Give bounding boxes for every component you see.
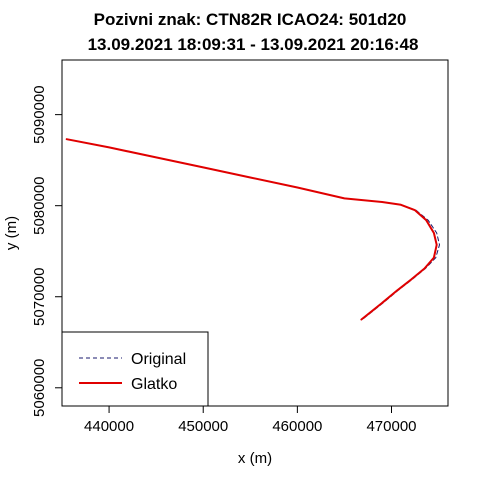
x-tick-label: 440000	[84, 418, 134, 435]
x-axis: 440000 450000 460000 470000	[84, 406, 417, 435]
legend-box	[61, 331, 209, 407]
legend-label-glatko: Glatko	[131, 376, 177, 393]
series-layer	[65, 138, 440, 321]
chart-title-line2: 13.09.2021 18:09:31 - 13.09.2021 20:16:4…	[88, 35, 419, 54]
series-line-glatko	[65, 138, 438, 321]
y-tick-label: 5060000	[31, 359, 48, 417]
x-axis-label: x (m)	[238, 450, 272, 467]
legend: Original Glatko	[61, 331, 209, 407]
series-line-original	[66, 138, 440, 320]
x-tick-label: 460000	[272, 418, 322, 435]
y-tick-label: 5080000	[31, 176, 48, 234]
y-tick-label: 5090000	[31, 85, 48, 143]
y-tick-label: 5070000	[31, 268, 48, 326]
x-tick-label: 450000	[178, 418, 228, 435]
chart-title-line1: Pozivni znak: CTN82R ICAO24: 501d20	[94, 10, 407, 29]
legend-label-original: Original	[131, 351, 186, 368]
y-axis: 5060000 5070000 5080000 5090000	[31, 85, 62, 417]
x-tick-label: 470000	[366, 418, 416, 435]
plot-frame	[61, 59, 449, 407]
y-axis-label: y (m)	[3, 216, 20, 250]
